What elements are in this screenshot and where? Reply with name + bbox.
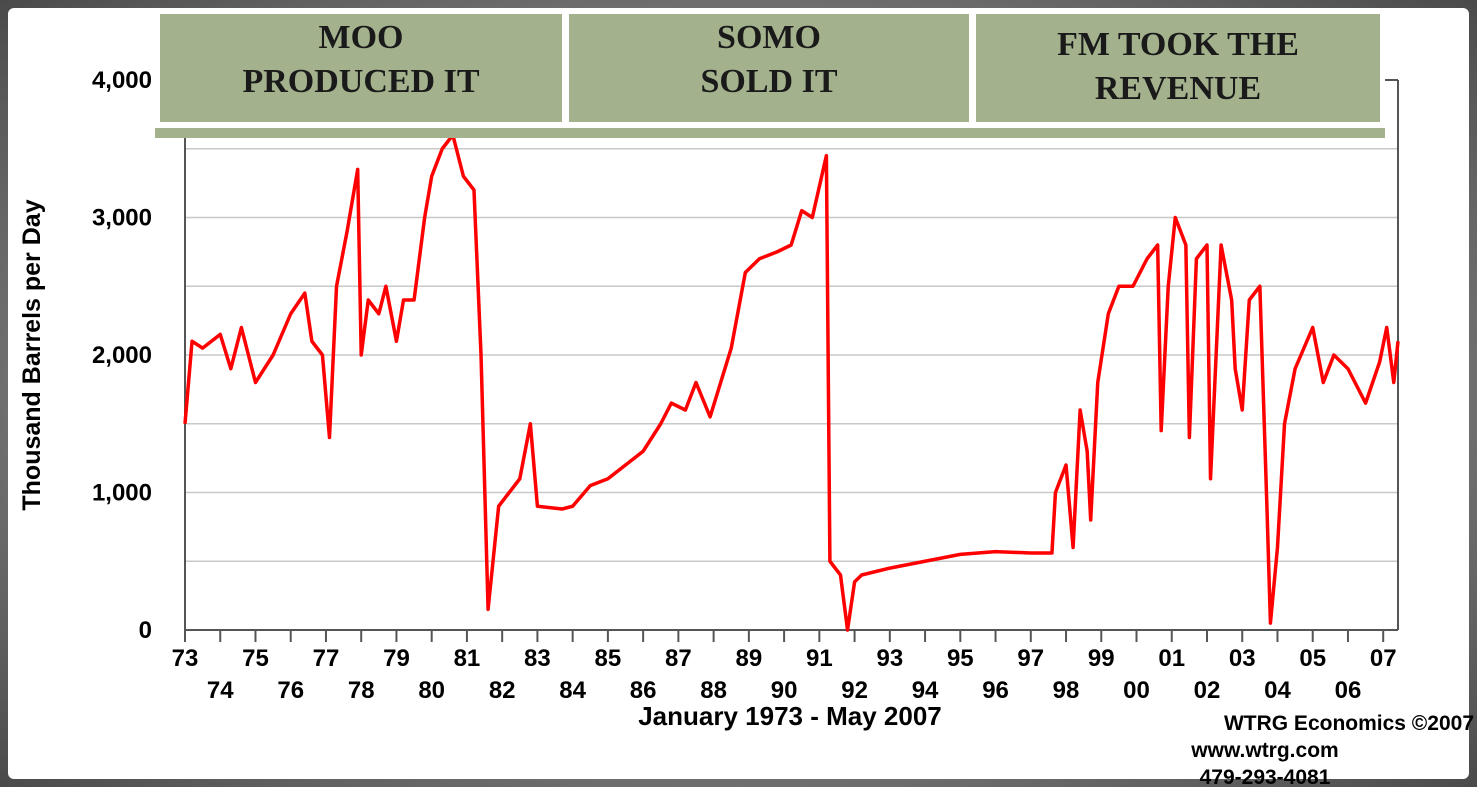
x-tick-label: 87 — [665, 645, 692, 672]
x-tick-label: 75 — [242, 645, 269, 672]
x-tick-label: 96 — [982, 677, 1009, 704]
x-tick-label: 73 — [172, 645, 199, 672]
x-tick-label: 92 — [841, 677, 868, 704]
banner-box — [160, 14, 562, 122]
y-axis-label: Thousand Barrels per Day — [18, 199, 46, 510]
x-tick-label: 95 — [947, 645, 974, 672]
x-tick-label: 84 — [559, 677, 586, 704]
x-tick-label: 02 — [1194, 677, 1221, 704]
x-tick-label: 89 — [736, 645, 763, 672]
banner-box — [976, 14, 1380, 122]
x-tick-label: 06 — [1335, 677, 1362, 704]
credit: WTRG Economics ©2007 — [1224, 712, 1474, 735]
x-tick-label: 94 — [912, 677, 939, 704]
x-tick-label: 04 — [1264, 677, 1291, 704]
x-tick-label: 85 — [595, 645, 622, 672]
banner-text: FM TOOK THE REVENUE — [1057, 26, 1299, 107]
banner-strip — [155, 128, 1385, 138]
x-tick-label: 76 — [277, 677, 304, 704]
x-tick-label: 93 — [876, 645, 903, 672]
data-line — [183, 133, 1400, 632]
banner-text: MOO PRODUCED IT — [242, 19, 479, 100]
x-axis-label: January 1973 - May 2007 — [638, 701, 942, 731]
x-tick-label: 05 — [1299, 645, 1326, 672]
x-tick-label: 86 — [630, 677, 657, 704]
x-tick-label: 97 — [1017, 645, 1044, 672]
credit: www.wtrg.com — [1190, 739, 1338, 762]
y-tick-label: 0 — [139, 617, 152, 644]
x-tick-label: 80 — [418, 677, 445, 704]
banner-text: SOMO SOLD IT — [701, 19, 838, 100]
y-tick-label: 2,000 — [92, 342, 152, 369]
x-tick-label: 07 — [1370, 645, 1397, 672]
x-tick-label: 77 — [313, 645, 340, 672]
banner-box — [569, 14, 969, 122]
y-tick-label: 3,000 — [92, 205, 152, 232]
x-tick-label: 00 — [1123, 677, 1150, 704]
x-tick-label: 98 — [1053, 677, 1080, 704]
x-tick-label: 01 — [1158, 645, 1185, 672]
x-tick-label: 82 — [489, 677, 516, 704]
banner-group: MOO PRODUCED IT SOMO SOLD IT FM TOOK THE RE… — [155, 10, 1385, 138]
x-tick-label: 81 — [454, 645, 481, 672]
x-tick-label: 78 — [348, 677, 375, 704]
x-tick-label: 90 — [771, 677, 798, 704]
plot-area: 0 1,000 2,000 3,000 4,000 73 74 75 76 77 78 79 80 81 8… — [92, 67, 1400, 704]
slide-background — [8, 8, 1469, 779]
x-tick-label: 79 — [383, 645, 410, 672]
x-tick-label: 91 — [806, 645, 833, 672]
x-tick-label: 74 — [207, 677, 234, 704]
y-tick-label: 1,000 — [92, 480, 152, 507]
x-tick-label: 88 — [700, 677, 727, 704]
y-tick-label: 4,000 — [92, 67, 152, 94]
x-tick-label: 03 — [1229, 645, 1256, 672]
x-tick-label: 99 — [1088, 645, 1115, 672]
credit: 479-293-4081 — [1200, 766, 1331, 787]
x-tick-label: 83 — [524, 645, 551, 672]
